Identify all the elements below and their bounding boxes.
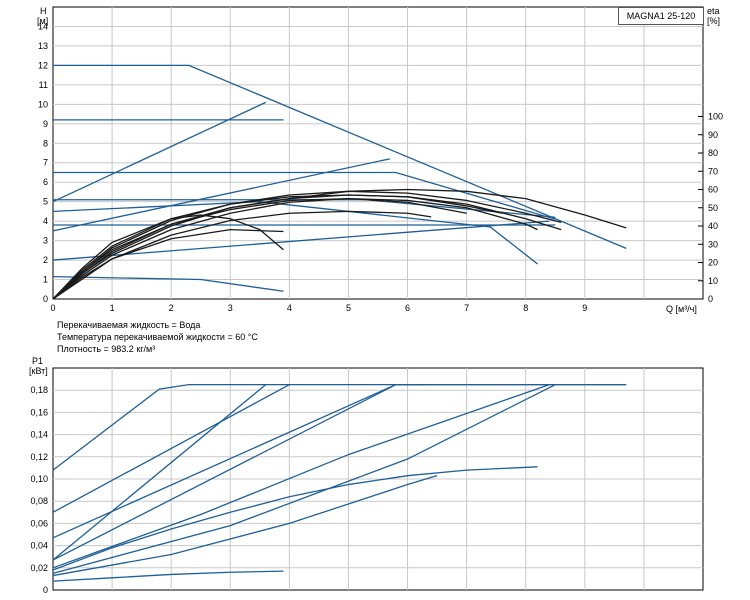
power-axis-unit: [кВт]: [29, 366, 48, 376]
eta-y-tick-label: 10: [708, 276, 718, 286]
efficiency-curve: [52, 190, 562, 300]
flow-x-tick-label: 1: [110, 303, 115, 313]
eta-y-tick-label: 0: [708, 294, 713, 304]
eta-y-tick-label: 90: [708, 130, 718, 140]
eta-y-tick-label: 30: [708, 239, 718, 249]
efficiency-curve: [52, 194, 503, 300]
efficiency-curve: [52, 210, 432, 300]
efficiency-curves: [52, 188, 627, 300]
eta-axis-unit: [%]: [707, 16, 720, 26]
eta-y-tick-label: 20: [708, 258, 718, 268]
head-axis-label: H: [40, 6, 47, 16]
head-y-tick-label: 3: [43, 236, 48, 246]
eta-y-ticks: 0 10 20 30 40 50 60 70 80 90 100: [698, 112, 723, 304]
eta-y-tick-label: 60: [708, 185, 718, 195]
head-y-tick-label: 11: [39, 80, 48, 90]
model-label: MAGNA1 25-120: [618, 7, 704, 25]
flow-x-tick-label: 6: [405, 303, 410, 313]
power-y-tick-label: 0,12: [30, 452, 48, 462]
power-curve: [52, 475, 438, 577]
head-y-tick-label: 6: [43, 177, 48, 187]
flow-x-tick-label: 4: [287, 303, 292, 313]
head-curve: [53, 64, 627, 249]
power-y-tick-label: 0,14: [30, 430, 48, 440]
power-curve: [52, 384, 267, 561]
density-note: Плотность = 983.2 кг/м³: [57, 344, 156, 354]
head-y-tick-label: 12: [38, 60, 48, 70]
head-y-tick-label: 1: [43, 275, 48, 285]
head-curve: [53, 171, 556, 220]
head-curve: [52, 158, 390, 232]
head-y-tick-label: 9: [43, 119, 48, 129]
power-curve: [52, 384, 290, 513]
power-curve: [52, 384, 556, 574]
head-y-tick-label: 2: [43, 255, 48, 265]
flow-x-tick-label: 8: [523, 303, 528, 313]
head-curve: [52, 101, 267, 203]
eta-y-tick-label: 50: [708, 203, 718, 213]
power-y-tick-label: 0,04: [30, 541, 48, 551]
head-curves: [52, 64, 627, 292]
flow-x-tick-label: 2: [169, 303, 174, 313]
head-axis-unit: [м]: [37, 16, 48, 26]
efficiency-curve: [52, 214, 284, 300]
head-y-tick-label: 4: [43, 216, 48, 226]
power-y-tick-label: 0,02: [30, 563, 48, 573]
flow-x-tick-label: 7: [464, 303, 469, 313]
head-y-tick-label: 13: [38, 41, 48, 51]
flow-x-tick-label: 9: [582, 303, 587, 313]
power-y-tick-label: 0,16: [30, 407, 48, 417]
eta-y-tick-label: 80: [708, 148, 718, 158]
flow-x-tick-label: 5: [346, 303, 351, 313]
eta-y-tick-label: 40: [708, 221, 718, 231]
power-y-ticks: 0 0,02 0,04 0,06 0,08 0,10 0,12 0,14 0,16 0,18: [30, 385, 48, 595]
head-curve: [52, 220, 550, 261]
eta-y-tick-label: 100: [708, 112, 723, 122]
power-y-tick-label: 0,10: [30, 474, 48, 484]
efficiency-curve: [52, 197, 538, 300]
head-y-tick-label: 7: [43, 158, 48, 168]
efficiency-curve: [52, 194, 562, 300]
efficiency-curve: [52, 197, 467, 300]
power-curve: [52, 466, 538, 571]
flow-axis-label: Q [м³/ч]: [666, 304, 697, 314]
efficiency-curve: [52, 188, 627, 300]
head-curve: [52, 201, 538, 265]
fluid-note: Перекачиваемая жидкость = Вода: [57, 320, 201, 330]
head-y-tick-label: 10: [38, 99, 48, 109]
efficiency-curve: [52, 228, 284, 300]
head-curve: [52, 275, 284, 292]
head-chart-frame: [52, 6, 704, 300]
power-curve: [52, 384, 550, 569]
power-y-tick-label: 0,06: [30, 518, 48, 528]
head-y-tick-label: 14: [38, 21, 48, 31]
power-grid: [53, 368, 703, 590]
flow-x-tick-label: 0: [50, 303, 55, 313]
flow-x-ticks: 0 1 2 3 4 5 6 7 8 9: [50, 303, 587, 313]
power-y-tick-label: 0,18: [30, 385, 48, 395]
power-curves: [52, 383, 627, 582]
eta-axis-label: eta: [707, 6, 720, 16]
head-y-tick-label: 8: [43, 138, 48, 148]
head-y-tick-label: 0: [43, 294, 48, 304]
power-curve: [52, 570, 284, 582]
power-y-tick-label: 0: [43, 585, 48, 595]
eta-y-tick-label: 70: [708, 166, 718, 176]
power-chart: 0 0,02 0,04 0,06 0,08 0,10 0,12 0,14 0,16 0,18 P1…: [29, 356, 704, 595]
flow-x-tick-label: 3: [228, 303, 233, 313]
power-axis-label: P1: [32, 356, 43, 366]
power-y-tick-label: 0,08: [30, 496, 48, 506]
temperature-note: Температура перекачиваемой жидкости = 60…: [57, 332, 258, 342]
head-y-tick-label: 5: [43, 197, 48, 207]
